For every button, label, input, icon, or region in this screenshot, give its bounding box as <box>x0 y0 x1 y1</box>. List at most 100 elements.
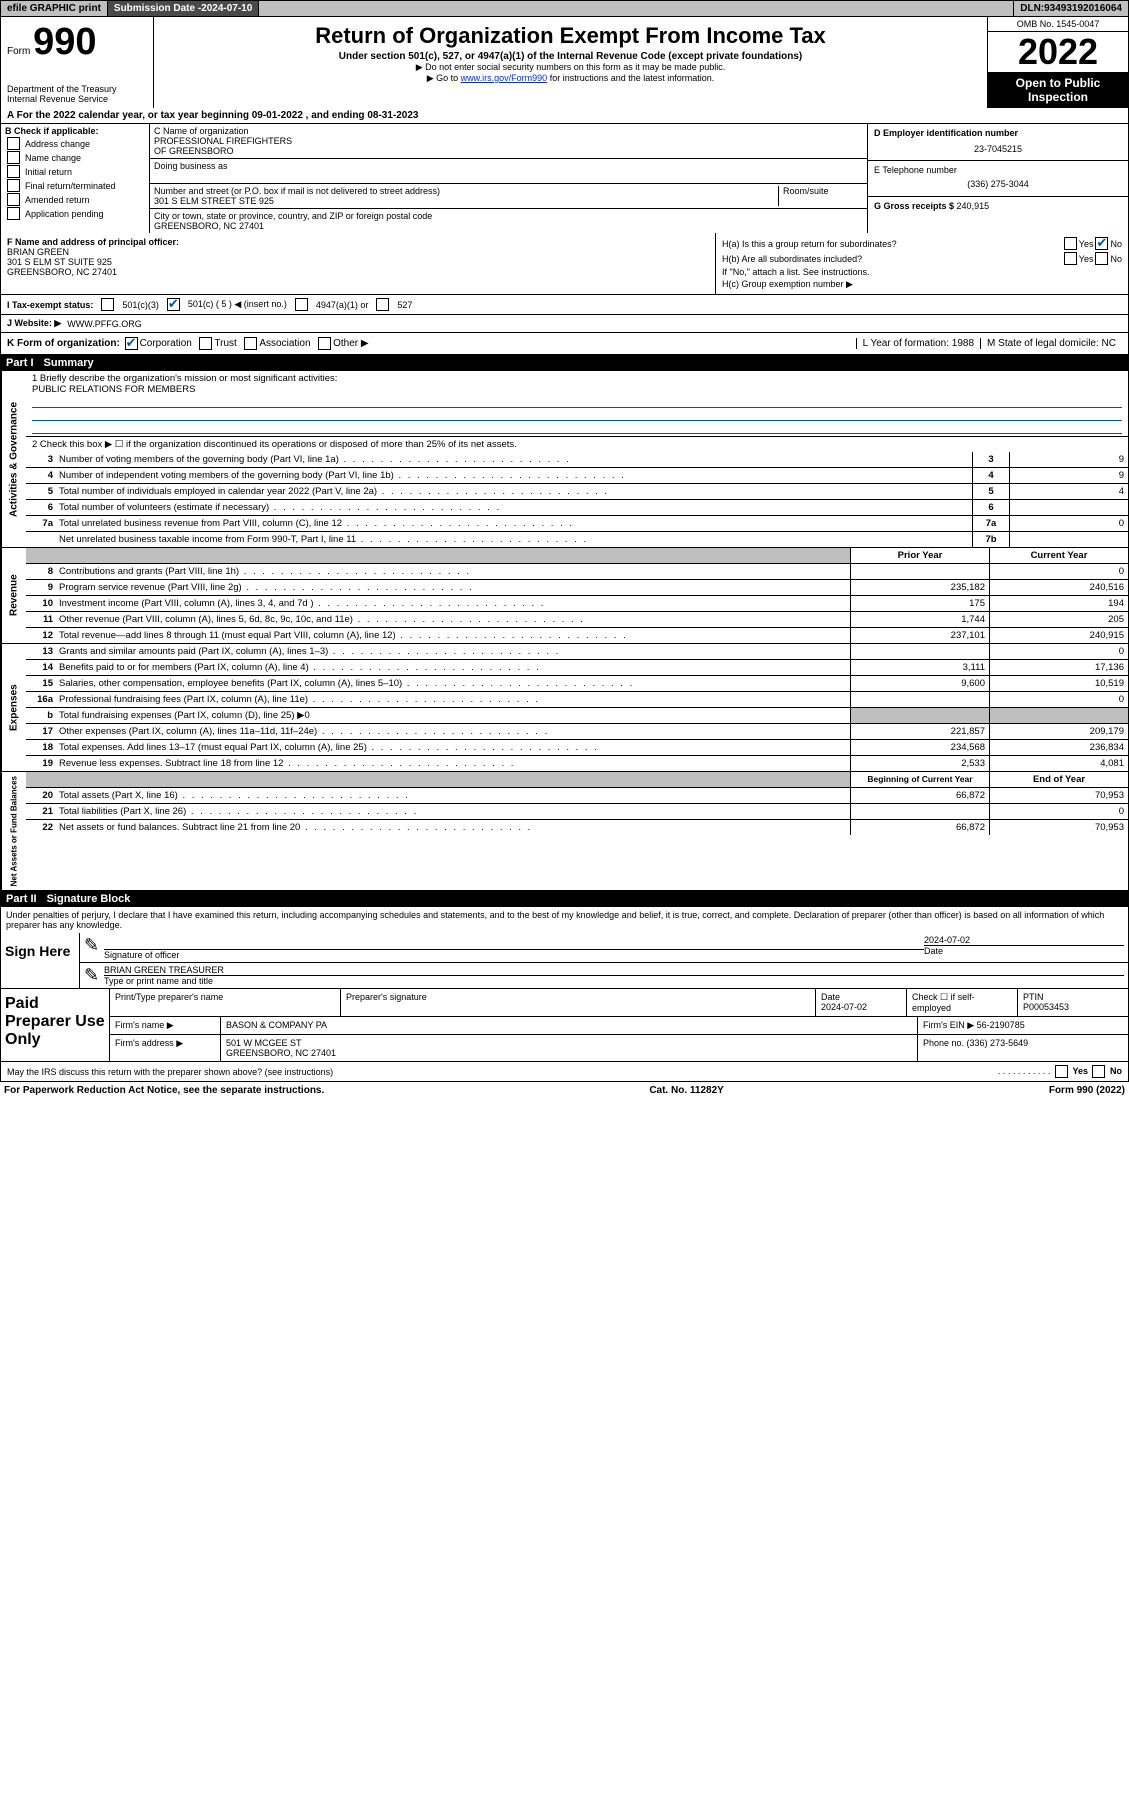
chk-501c[interactable] <box>167 298 180 311</box>
footer-right: Form 990 (2022) <box>1049 1085 1125 1096</box>
row-text: Other expenses (Part IX, column (A), lin… <box>56 724 850 739</box>
ptin-head: PTIN <box>1023 992 1044 1002</box>
year-formation: L Year of formation: 1988 <box>856 338 980 349</box>
may-irs-yes[interactable] <box>1055 1065 1068 1078</box>
hb-yes[interactable] <box>1064 252 1077 265</box>
data-row: 19 Revenue less expenses. Subtract line … <box>26 756 1128 771</box>
officer-block: F Name and address of principal officer:… <box>1 233 715 294</box>
row-text: Total assets (Part X, line 16) <box>56 788 850 803</box>
chk-4947[interactable] <box>295 298 308 311</box>
row-num: 8 <box>26 564 56 579</box>
form-header: Form 990 Department of the Treasury Inte… <box>0 17 1129 108</box>
end-year-head: End of Year <box>989 772 1128 787</box>
opt-527: 527 <box>397 300 412 310</box>
row-text: Net unrelated business taxable income fr… <box>56 532 972 547</box>
chk-corp[interactable] <box>125 337 138 350</box>
chk-initial-return[interactable]: Initial return <box>5 165 145 178</box>
row-num: 18 <box>26 740 56 755</box>
org-name: PROFESSIONAL FIREFIGHTERS OF GREENSBORO <box>154 136 863 156</box>
chk-527[interactable] <box>376 298 389 311</box>
col-b-title: B Check if applicable: <box>5 126 145 136</box>
footer-left: For Paperwork Reduction Act Notice, see … <box>4 1085 324 1096</box>
prior-val: 2,533 <box>850 756 989 771</box>
sign-here-block: Sign Here ✎ Signature of officer 2024-07… <box>0 933 1129 989</box>
firm-ein-val: 56-2190785 <box>977 1020 1025 1030</box>
data-row: 11 Other revenue (Part VIII, column (A),… <box>26 612 1128 628</box>
check-self[interactable]: Check ☐ if self-employed <box>907 989 1018 1016</box>
org-name-row: C Name of organization PROFESSIONAL FIRE… <box>150 124 867 159</box>
spacer <box>259 1 1014 16</box>
irs-link[interactable]: www.irs.gov/Form990 <box>461 73 548 83</box>
curr-val: 0 <box>989 564 1128 579</box>
row-num: 3 <box>26 452 56 467</box>
data-row: 9 Program service revenue (Part VIII, li… <box>26 580 1128 596</box>
chk-assoc[interactable] <box>244 337 257 350</box>
efile-print-button[interactable]: efile GRAPHIC print <box>1 1 108 16</box>
prep-phone-label: Phone no. <box>923 1038 967 1048</box>
gov-row: 3 Number of voting members of the govern… <box>26 452 1128 468</box>
part1-netassets: Net Assets or Fund Balances Beginning of… <box>0 772 1129 891</box>
chk-amended[interactable]: Amended return <box>5 193 145 206</box>
hb-no[interactable] <box>1095 252 1108 265</box>
sig-officer-row: ✎ Signature of officer 2024-07-02 Date <box>80 933 1128 963</box>
chk-name-change[interactable]: Name change <box>5 151 145 164</box>
gross-label: G Gross receipts $ <box>874 201 957 211</box>
sig-date-label: Date <box>924 945 1124 956</box>
line-a-text: A For the 2022 calendar year, or tax yea… <box>7 110 418 121</box>
footer-mid: Cat. No. 11282Y <box>649 1085 723 1096</box>
ein-label: D Employer identification number <box>874 128 1018 138</box>
row-num: 13 <box>26 644 56 659</box>
goto-pre: ▶ Go to <box>427 73 461 83</box>
row-num: 22 <box>26 820 56 835</box>
c-label: C Name of organization <box>154 126 863 136</box>
ha-yes[interactable] <box>1064 237 1077 250</box>
prep-date-val: 2024-07-02 <box>821 1002 867 1012</box>
chk-final-return[interactable]: Final return/terminated <box>5 179 145 192</box>
row-text: Contributions and grants (Part VIII, lin… <box>56 564 850 579</box>
phone-row: E Telephone number (336) 275-3044 <box>868 161 1128 198</box>
section-b-g: B Check if applicable: Address change Na… <box>0 124 1129 233</box>
goto-post: for instructions and the latest informat… <box>550 73 715 83</box>
may-irs-row: May the IRS discuss this return with the… <box>0 1062 1129 1082</box>
chk-label: Name change <box>25 153 81 163</box>
col-b: B Check if applicable: Address change Na… <box>1 124 150 233</box>
curr-val: 17,136 <box>989 660 1128 675</box>
chk-label: Application pending <box>25 209 104 219</box>
chk-app-pending[interactable]: Application pending <box>5 207 145 220</box>
chk-501c3[interactable] <box>101 298 114 311</box>
penalties-text: Under penalties of perjury, I declare th… <box>0 907 1129 933</box>
chk-other[interactable] <box>318 337 331 350</box>
open-inspection: Open to Public Inspection <box>988 72 1128 108</box>
prior-val <box>850 564 989 579</box>
curr-val: 10,519 <box>989 676 1128 691</box>
row-val: 0 <box>1009 516 1128 531</box>
row-text: Total number of individuals employed in … <box>56 484 972 499</box>
firm-addr2: GREENSBORO, NC 27401 <box>226 1048 912 1058</box>
sig-name-row: ✎ BRIAN GREEN TREASURER Type or print na… <box>80 963 1128 988</box>
curr-val: 4,081 <box>989 756 1128 771</box>
chk-trust[interactable] <box>199 337 212 350</box>
prior-val: 1,744 <box>850 612 989 627</box>
block-f-h: F Name and address of principal officer:… <box>0 233 1129 295</box>
pen-icon: ✎ <box>84 965 104 986</box>
dba-label: Doing business as <box>154 161 863 171</box>
row-box: 7a <box>972 516 1009 531</box>
chk-address-change[interactable]: Address change <box>5 137 145 150</box>
may-irs-no[interactable] <box>1092 1065 1105 1078</box>
subtitle-3: ▶ Go to www.irs.gov/Form990 for instruct… <box>162 73 979 84</box>
prior-blank <box>850 708 989 723</box>
data-row: 16a Professional fundraising fees (Part … <box>26 692 1128 708</box>
row-num: 14 <box>26 660 56 675</box>
row-num: 10 <box>26 596 56 611</box>
gov-row: 5 Total number of individuals employed i… <box>26 484 1128 500</box>
ha-no[interactable] <box>1095 237 1108 250</box>
prep-date-head: Date <box>821 992 840 1002</box>
gov-row: Net unrelated business taxable income fr… <box>26 532 1128 547</box>
curr-val: 194 <box>989 596 1128 611</box>
curr-val: 0 <box>989 692 1128 707</box>
row-num: 17 <box>26 724 56 739</box>
form-label: Form <box>7 46 30 57</box>
gross-row: G Gross receipts $ 240,915 <box>868 197 1128 233</box>
dln: DLN: 93493192016064 <box>1014 1 1128 16</box>
row-text: Total expenses. Add lines 13–17 (must eq… <box>56 740 850 755</box>
